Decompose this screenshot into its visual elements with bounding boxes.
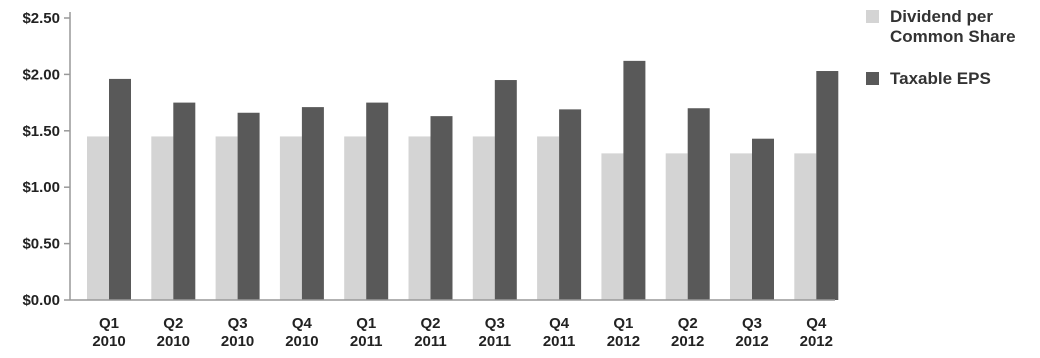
bar-dividend	[472, 136, 495, 300]
x-tick-label-quarter: Q1	[613, 315, 633, 332]
x-tick-label-year: 2012	[800, 333, 833, 350]
x-tick-label-year: 2011	[543, 333, 576, 350]
legend-label: Taxable EPS	[890, 69, 991, 88]
bar-dividend	[537, 136, 560, 300]
bar-dividend	[151, 136, 174, 300]
legend-swatch-taxable-eps	[866, 72, 879, 85]
x-tick-label-year: 2010	[285, 333, 318, 350]
y-tick-label: $0.00	[22, 292, 60, 309]
y-tick-label: $0.50	[22, 236, 60, 253]
y-axis: $0.00 $0.50 $1.00 $1.50 $2.00 $2.50	[22, 10, 71, 309]
bars	[87, 60, 839, 301]
bar-dividend	[408, 136, 431, 300]
bar-taxable-eps	[366, 102, 389, 300]
x-tick-label-quarter: Q2	[678, 315, 698, 332]
x-tick-label-year: 2011	[414, 333, 447, 350]
x-tick-label-quarter: Q3	[228, 315, 248, 332]
x-tick-label-year: 2011	[350, 333, 383, 350]
bar-dividend	[730, 153, 752, 300]
x-axis: Q12010Q22010Q32010Q42010Q12011Q22011Q320…	[70, 299, 835, 350]
bar-taxable-eps	[687, 108, 710, 301]
bar-dividend	[601, 153, 624, 300]
x-tick-label-quarter: Q4	[806, 315, 827, 332]
bar-taxable-eps	[237, 112, 260, 300]
x-tick-label-quarter: Q4	[549, 315, 570, 332]
bar-dividend	[344, 136, 367, 300]
x-tick-label-quarter: Q1	[356, 315, 376, 332]
x-tick-label-quarter: Q3	[742, 315, 762, 332]
y-tick-label: $2.50	[22, 10, 60, 27]
bar-taxable-eps	[173, 102, 196, 300]
bar-taxable-eps	[109, 78, 131, 300]
x-tick-label-quarter: Q1	[99, 315, 119, 332]
bar-dividend	[87, 136, 109, 300]
x-tick-label-year: 2012	[607, 333, 640, 350]
y-tick-label: $1.00	[22, 179, 60, 196]
bar-taxable-eps	[752, 138, 774, 300]
bar-taxable-eps	[816, 71, 839, 301]
legend-label: Common Share	[890, 27, 1016, 46]
y-tick-label: $1.50	[22, 123, 60, 140]
x-tick-label-year: 2012	[671, 333, 704, 350]
legend-swatch-dividend	[866, 10, 879, 23]
x-tick-label-year: 2010	[92, 333, 125, 350]
x-tick-label-quarter: Q3	[485, 315, 505, 332]
bar-dividend	[279, 136, 302, 300]
bar-taxable-eps	[559, 109, 582, 300]
x-tick-label-year: 2010	[157, 333, 190, 350]
x-tick-label-quarter: Q4	[292, 315, 313, 332]
bar-taxable-eps	[301, 107, 324, 300]
bar-dividend	[665, 153, 688, 300]
bar-taxable-eps	[494, 80, 517, 300]
legend-label: Dividend per	[890, 7, 993, 26]
x-tick-label-year: 2012	[735, 333, 768, 350]
bar-dividend	[215, 136, 238, 300]
bar-taxable-eps	[430, 116, 453, 300]
bar-taxable-eps	[623, 60, 646, 300]
x-tick-label-year: 2010	[221, 333, 254, 350]
x-tick-label-quarter: Q2	[420, 315, 440, 332]
x-tick-label-year: 2011	[479, 333, 512, 350]
bar-dividend	[794, 153, 817, 300]
y-tick-label: $2.00	[22, 66, 60, 83]
x-tick-label-quarter: Q2	[163, 315, 183, 332]
